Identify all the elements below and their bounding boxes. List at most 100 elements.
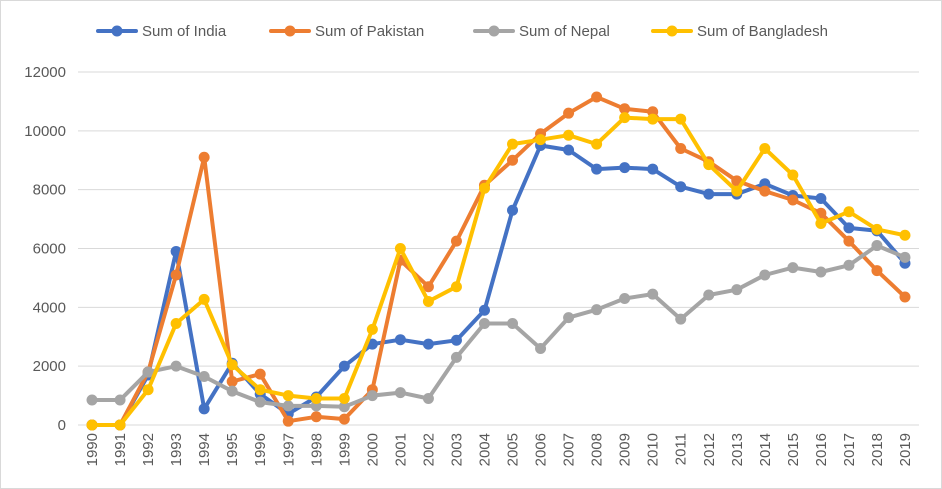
data-point (507, 138, 519, 150)
data-point (647, 113, 659, 125)
data-point (422, 338, 434, 350)
x-tick-label: 1991 (112, 433, 129, 466)
y-tick-label: 12000 (24, 64, 66, 81)
data-point (675, 142, 687, 154)
data-point (787, 169, 799, 181)
data-point (254, 368, 266, 380)
data-point (675, 313, 687, 325)
x-tick-label: 1999 (336, 433, 353, 466)
data-point (478, 304, 490, 316)
data-point (450, 351, 462, 363)
data-point (226, 359, 238, 371)
data-point (422, 281, 434, 293)
data-point (843, 235, 855, 247)
x-tick-label: 2002 (420, 433, 437, 466)
data-point (338, 401, 350, 413)
data-point (142, 384, 154, 396)
data-point (366, 390, 378, 402)
x-tick-label: 2010 (645, 433, 662, 466)
data-point (142, 366, 154, 378)
data-point (226, 385, 238, 397)
data-point (198, 403, 210, 415)
x-tick-label: 2018 (869, 433, 886, 466)
data-point (619, 293, 631, 305)
legend-item: Sum of Nepal (473, 23, 610, 40)
x-tick-label: 1990 (84, 433, 101, 466)
data-point (254, 396, 266, 408)
x-tick-label: 2001 (392, 433, 409, 466)
legend-label: Sum of Bangladesh (697, 23, 828, 40)
legend-item: Sum of Bangladesh (651, 23, 828, 40)
x-tick-label: 1992 (140, 433, 157, 466)
data-point (282, 390, 294, 402)
data-point (591, 304, 603, 316)
y-tick-label: 0 (58, 417, 66, 434)
data-point (422, 295, 434, 307)
data-point (478, 182, 490, 194)
data-point (478, 318, 490, 330)
data-point (731, 185, 743, 197)
data-point (170, 318, 182, 330)
x-axis-tick-labels: 1990 1991 1992 1993 1994 1995 1996 1997 1998 1999… (84, 433, 914, 466)
series-lines (86, 91, 911, 431)
legend-marker (488, 25, 500, 37)
data-point (310, 393, 322, 405)
x-tick-label: 2006 (533, 433, 550, 466)
x-tick-label: 2011 (673, 433, 690, 465)
x-tick-label: 2012 (701, 433, 718, 466)
series-line (90, 115, 907, 427)
data-point (899, 229, 911, 241)
data-point (843, 222, 855, 234)
data-point (422, 393, 434, 405)
data-point (535, 134, 547, 146)
x-tick-label: 2017 (841, 433, 858, 466)
y-tick-label: 2000 (33, 358, 66, 375)
x-tick-label: 1996 (252, 433, 269, 466)
x-tick-label: 2009 (617, 433, 634, 466)
data-point (703, 289, 715, 301)
data-point (394, 387, 406, 399)
x-tick-label: 2015 (785, 433, 802, 466)
data-point (843, 259, 855, 271)
data-point (619, 162, 631, 174)
x-tick-label: 2005 (505, 433, 522, 466)
data-point (450, 281, 462, 293)
data-point (563, 144, 575, 156)
legend-marker (284, 25, 296, 37)
data-point (563, 312, 575, 324)
data-point (170, 269, 182, 281)
data-point (619, 112, 631, 124)
data-point (170, 360, 182, 372)
data-point (114, 419, 126, 431)
data-point (507, 204, 519, 216)
y-tick-label: 4000 (33, 299, 66, 316)
y-tick-label: 10000 (24, 123, 66, 140)
x-tick-label: 2014 (757, 433, 774, 466)
legend-marker (111, 25, 123, 37)
data-point (450, 235, 462, 247)
data-point (338, 360, 350, 372)
series-3 (86, 112, 911, 431)
data-point (86, 419, 98, 431)
data-point (871, 265, 883, 277)
data-point (675, 113, 687, 125)
data-point (226, 375, 238, 387)
data-point (815, 217, 827, 229)
y-tick-label: 8000 (33, 182, 66, 199)
data-point (86, 394, 98, 406)
data-point (535, 343, 547, 355)
data-point (507, 154, 519, 166)
data-point (198, 151, 210, 163)
data-point (759, 269, 771, 281)
legend-item: Sum of Pakistan (269, 23, 424, 40)
x-tick-label: 1993 (168, 433, 185, 466)
x-tick-label: 2000 (364, 433, 381, 466)
data-point (198, 293, 210, 305)
x-tick-label: 1998 (308, 433, 325, 466)
data-point (198, 370, 210, 382)
data-point (731, 284, 743, 296)
data-point (647, 288, 659, 300)
data-point (787, 194, 799, 206)
x-tick-label: 1994 (196, 433, 213, 466)
